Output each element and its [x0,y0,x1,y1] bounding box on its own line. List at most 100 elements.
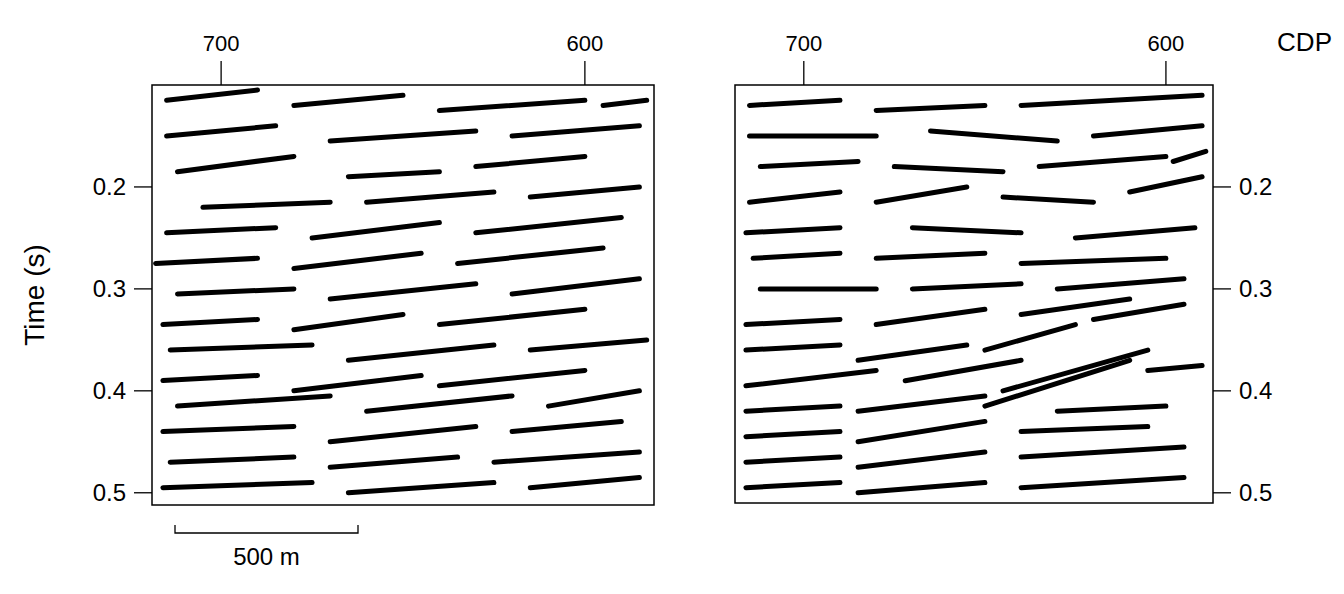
y-tick [1213,186,1231,187]
y-tick-label: 0.2 [1239,173,1272,200]
reflector [746,483,840,488]
reflector [858,345,967,360]
reflector [753,253,840,258]
reflector [760,162,858,167]
reflector [746,345,840,350]
panel: 7006000.20.30.40.5Time (s)500 m [19,31,654,570]
reflector [1003,350,1148,391]
reflector [167,228,276,233]
reflector [1021,478,1184,488]
y-tick-label: 0.5 [1239,479,1272,506]
reflector [330,284,476,299]
reflector [1021,299,1130,314]
reflector [746,371,876,386]
reflector [1094,126,1203,136]
reflector [746,432,840,437]
reflector [203,202,330,207]
reflector [512,279,639,294]
reflector [746,457,840,462]
reflector [476,156,585,166]
reflector [178,396,331,406]
reflector [348,345,494,360]
reflector [1003,197,1094,202]
reflector [985,360,1130,406]
y-tick-label: 0.2 [93,173,126,200]
reflector [858,483,985,493]
reflector [494,452,640,462]
x-tick [584,61,585,85]
y-tick-label: 0.4 [1239,377,1272,404]
reflector [549,391,640,406]
reflector [294,376,421,391]
reflector [876,187,967,202]
reflector [167,126,276,136]
reflector [170,345,312,350]
x-tick [1165,61,1166,85]
y-tick [134,390,152,391]
y-tick [1213,288,1231,289]
reflector [1039,156,1166,166]
reflector [330,427,476,442]
x-tick-label: 600 [1148,31,1185,56]
x-tick-label: 700 [785,31,822,56]
reflector [912,284,1021,289]
reflector [858,421,985,441]
reflector [178,156,294,171]
reflector [1075,228,1195,238]
x-tick [803,61,804,85]
reflector [348,172,439,177]
reflector [1148,365,1202,370]
scale-bar-label: 500 m [233,543,300,570]
reflector [170,457,294,462]
reflector [294,314,403,329]
scale-bar [175,525,358,533]
reflector [178,289,294,294]
reflector [912,228,1021,233]
reflector [367,192,494,202]
reflector [1057,406,1166,411]
reflector [1130,177,1202,192]
reflector [156,258,258,263]
reflector [458,248,603,263]
reflector [985,325,1076,351]
reflector [330,457,457,467]
reflector [1173,151,1206,161]
reflector [530,187,639,197]
reflector [750,192,841,202]
reflector [894,167,1003,172]
reflector [876,105,985,110]
reflector [750,134,877,139]
y-tick-label: 0.3 [1239,275,1272,302]
events [746,95,1206,493]
reflector [476,218,622,233]
reflector [163,376,258,381]
reflector [1057,279,1184,289]
reflector [746,320,840,325]
reflector [746,406,840,411]
y-tick [134,492,152,493]
reflector [876,253,985,258]
reflector [312,223,439,238]
reflector [1094,304,1185,319]
reflector [931,131,1058,141]
x-axis-title: CDP [1277,27,1332,57]
reflector [876,309,985,324]
reflector [348,483,494,493]
reflector [512,126,639,136]
reflector [858,396,985,411]
reflector [167,90,258,100]
reflector [1021,95,1202,105]
y-tick [134,186,152,187]
events [156,90,647,493]
reflector [530,340,646,350]
reflector [294,95,403,105]
reflector [439,100,585,110]
y-tick-label: 0.4 [93,377,126,404]
x-tick [220,61,221,85]
x-tick-label: 600 [567,31,604,56]
reflector [294,253,421,268]
reflector [1021,427,1148,432]
reflector [1021,447,1184,457]
y-tick-label: 0.3 [93,275,126,302]
reflector [858,452,985,467]
